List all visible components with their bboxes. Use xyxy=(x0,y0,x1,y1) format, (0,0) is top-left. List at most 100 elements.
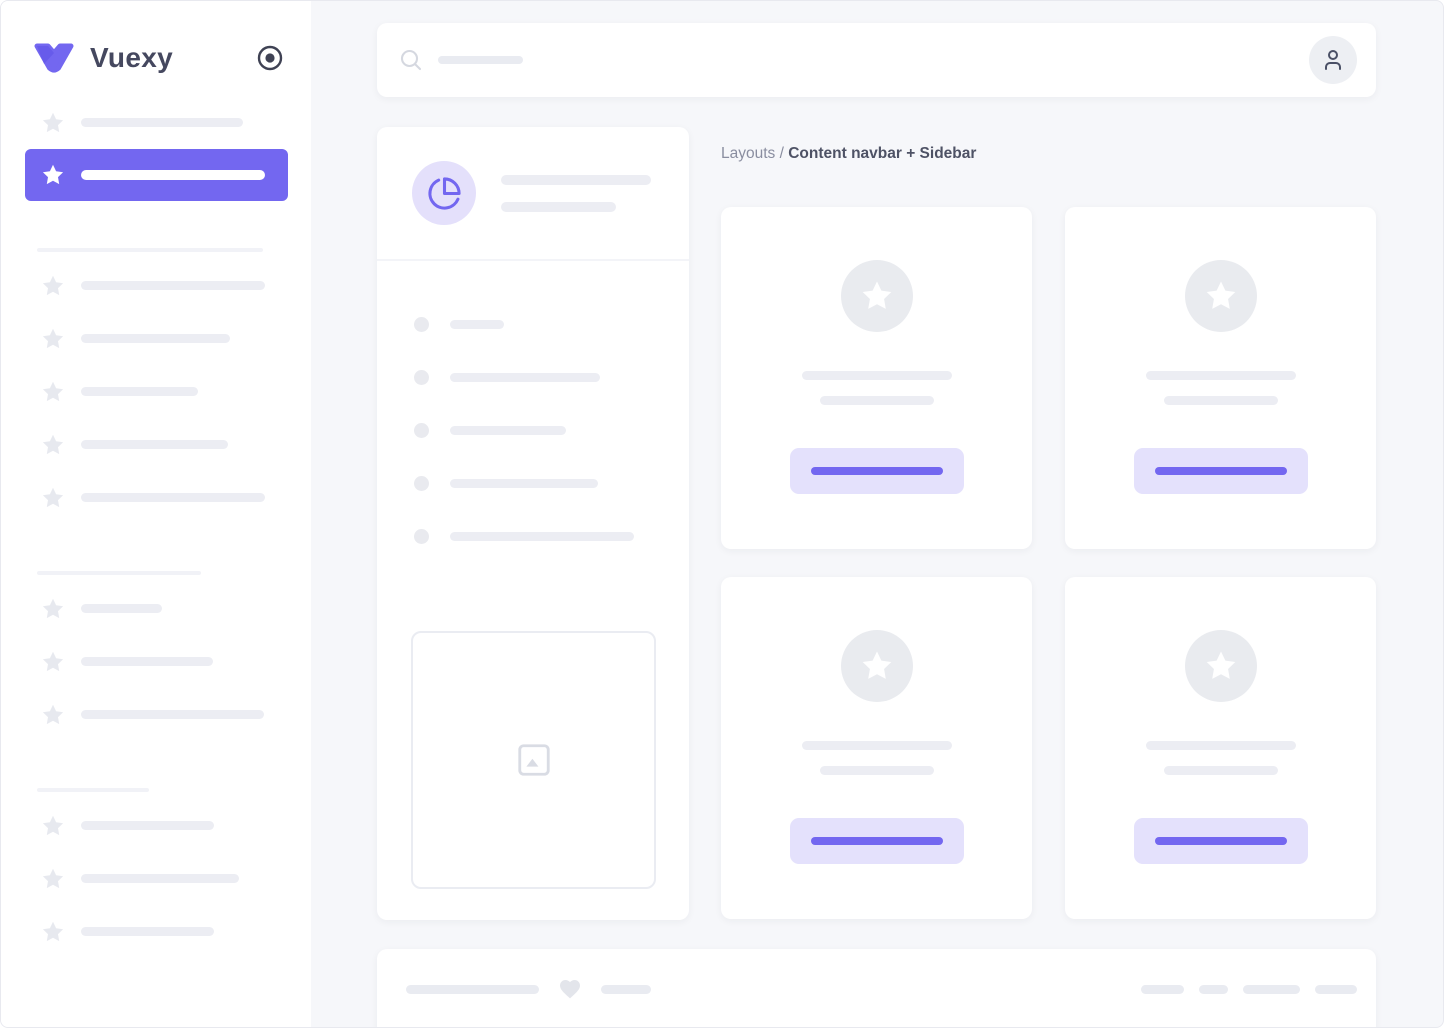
button-label-placeholder xyxy=(1154,837,1287,845)
card-button[interactable] xyxy=(1133,448,1308,494)
menu-section-header-placeholder xyxy=(37,788,149,792)
footer-links xyxy=(1141,949,1357,1027)
card-title-placeholder xyxy=(801,741,952,750)
menu-label-placeholder xyxy=(81,334,230,343)
bullet-dot-icon xyxy=(414,476,429,491)
menu-label-placeholder xyxy=(81,604,162,613)
sidebar: Vuexy xyxy=(1,1,311,1027)
sidebar-menu-item-active[interactable] xyxy=(25,149,288,201)
star-icon xyxy=(1206,651,1235,679)
star-icon xyxy=(862,651,891,679)
menu-label-placeholder xyxy=(81,874,239,883)
sidebar-menu-item[interactable] xyxy=(1,799,311,852)
card-icon-badge xyxy=(840,630,913,702)
footer-link-placeholder xyxy=(1243,984,1300,994)
app-title[interactable]: Vuexy xyxy=(90,42,173,73)
footer-text-placeholder xyxy=(601,984,651,994)
sidebar-menu-item[interactable] xyxy=(1,259,311,312)
card-button[interactable] xyxy=(789,448,964,494)
sidebar-header: Vuexy xyxy=(1,1,311,96)
sidebar-menu-item[interactable] xyxy=(1,905,311,958)
top-navbar xyxy=(377,23,1376,97)
card-button[interactable] xyxy=(789,818,964,864)
star-icon xyxy=(41,380,65,404)
button-label-placeholder xyxy=(810,837,943,845)
button-label-placeholder xyxy=(810,467,943,475)
sidebar-menu-item[interactable] xyxy=(1,96,311,149)
bullet-dot-icon xyxy=(414,529,429,544)
list-item-placeholder xyxy=(450,479,598,488)
list-item xyxy=(377,510,689,563)
panel-icon-badge xyxy=(412,161,476,225)
star-icon xyxy=(1206,281,1235,309)
card-subtitle-placeholder xyxy=(819,766,934,775)
card-icon-badge xyxy=(1184,260,1257,332)
menu-label-placeholder xyxy=(81,170,265,180)
image-icon xyxy=(517,744,550,776)
bullet-dot-icon xyxy=(414,317,429,332)
list-item xyxy=(377,457,689,510)
star-icon xyxy=(41,433,65,457)
card-title-placeholder xyxy=(1145,741,1296,750)
star-icon xyxy=(41,597,65,621)
star-icon xyxy=(41,327,65,351)
sidebar-menu-item[interactable] xyxy=(1,418,311,471)
footer-text-placeholder xyxy=(406,984,539,994)
list-item xyxy=(377,298,689,351)
breadcrumb: Layouts / Content navbar + Sidebar xyxy=(721,145,976,163)
bullet-dot-icon xyxy=(414,423,429,438)
star-icon xyxy=(41,814,65,838)
star-icon xyxy=(862,281,891,309)
menu-label-placeholder xyxy=(81,657,213,666)
star-icon xyxy=(41,867,65,891)
star-icon xyxy=(41,274,65,298)
panel-subtitle-placeholder xyxy=(501,201,616,212)
star-icon xyxy=(41,111,65,135)
sidebar-menu-item[interactable] xyxy=(1,852,311,905)
content-side-panel xyxy=(377,127,689,920)
star-icon xyxy=(41,650,65,674)
radio-dot-icon[interactable] xyxy=(257,45,283,71)
user-menu-button[interactable] xyxy=(1309,36,1357,84)
card-subtitle-placeholder xyxy=(819,396,934,405)
sidebar-menu-item[interactable] xyxy=(1,312,311,365)
sidebar-menu-item[interactable] xyxy=(1,688,311,741)
sidebar-menu-item[interactable] xyxy=(1,635,311,688)
sidebar-menu-item[interactable] xyxy=(1,471,311,524)
button-label-placeholder xyxy=(1154,467,1287,475)
list-item-placeholder xyxy=(450,532,634,541)
list-item-placeholder xyxy=(450,426,566,435)
panel-title-placeholder xyxy=(501,174,651,185)
menu-label-placeholder xyxy=(81,440,228,449)
menu-label-placeholder xyxy=(81,927,214,936)
breadcrumb-separator: / xyxy=(775,145,789,162)
footer-link-placeholder xyxy=(1199,984,1228,994)
sidebar-menu-item[interactable] xyxy=(1,365,311,418)
feature-card xyxy=(721,577,1032,919)
breadcrumb-current: Content navbar + Sidebar xyxy=(788,145,977,162)
card-button[interactable] xyxy=(1133,818,1308,864)
feature-card xyxy=(1065,207,1376,549)
menu-label-placeholder xyxy=(81,493,265,502)
star-icon xyxy=(41,920,65,944)
vuexy-v-logo[interactable] xyxy=(31,42,77,74)
footer xyxy=(377,949,1376,1027)
breadcrumb-link[interactable]: Layouts xyxy=(721,145,776,162)
menu-section-header-placeholder xyxy=(37,248,263,252)
panel-header xyxy=(377,127,689,261)
list-item xyxy=(377,351,689,404)
sidebar-menu xyxy=(1,96,311,958)
sidebar-menu-item[interactable] xyxy=(1,582,311,635)
card-grid xyxy=(721,207,1376,919)
list-item-placeholder xyxy=(450,320,504,329)
card-title-placeholder xyxy=(1145,371,1296,380)
list-item xyxy=(377,404,689,457)
search-input[interactable] xyxy=(438,56,523,64)
menu-label-placeholder xyxy=(81,281,265,290)
menu-label-placeholder xyxy=(81,821,214,830)
image-placeholder xyxy=(411,631,656,889)
feature-card xyxy=(1065,577,1376,919)
card-subtitle-placeholder xyxy=(1163,766,1278,775)
person-icon xyxy=(1325,50,1341,70)
search-icon[interactable] xyxy=(399,48,423,72)
